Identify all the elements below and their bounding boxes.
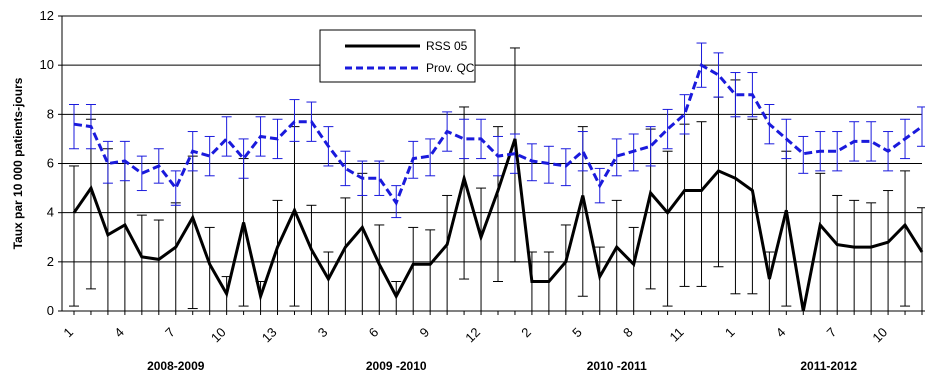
x-tick-label: 7 — [824, 325, 840, 341]
season-group-label: 2010 -2011 — [587, 359, 647, 372]
y-tick-label: 6 — [47, 156, 54, 171]
x-tick-label: 1 — [60, 325, 76, 341]
y-tick-label: 10 — [40, 57, 54, 72]
axes — [58, 15, 923, 315]
x-tick-label: 4 — [773, 325, 789, 341]
x-tick-label: 7 — [162, 325, 178, 341]
y-tick-label: 8 — [47, 106, 54, 121]
y-tick-label: 4 — [47, 205, 54, 220]
x-tick-label: 3 — [315, 325, 331, 341]
season-group-label: 2008-2009 — [147, 359, 205, 372]
x-tick-label: 13 — [259, 325, 280, 346]
series-line-prov-qc — [73, 62, 923, 206]
legend-label-rss05: RSS 05 — [426, 39, 468, 53]
x-tick-label: 8 — [620, 325, 636, 341]
gridlines — [62, 15, 922, 263]
x-tick-label: 5 — [569, 325, 585, 341]
legend: RSS 05 Prov. QC — [319, 29, 476, 83]
legend-label-prov-qc: Prov. QC — [426, 61, 475, 75]
x-tick-label: 2 — [518, 325, 534, 341]
y-tick-label: 12 — [40, 8, 54, 23]
x-tick-label: 1 — [722, 325, 738, 341]
x-tick-label: 4 — [111, 325, 127, 341]
series-line-rss05 — [72, 138, 924, 312]
y-tick-label: 2 — [47, 254, 54, 269]
legend-box — [319, 29, 476, 83]
x-tick-label: 12 — [462, 325, 483, 346]
x-tick-label: 9 — [417, 325, 433, 341]
y-axis-title: Taux par 10 000 patients-jours — [11, 77, 25, 249]
x-tick-label: 6 — [366, 325, 382, 341]
y-tick-label: 0 — [47, 303, 54, 318]
x-tick-label: 11 — [667, 325, 687, 345]
x-tick-label: 10 — [208, 325, 229, 346]
season-group-label: 2011-2012 — [800, 359, 857, 372]
season-group-label: 2009 -2010 — [366, 359, 427, 372]
x-tick-label: 10 — [869, 325, 890, 346]
series-lines — [72, 62, 924, 312]
error-bars — [69, 42, 925, 312]
